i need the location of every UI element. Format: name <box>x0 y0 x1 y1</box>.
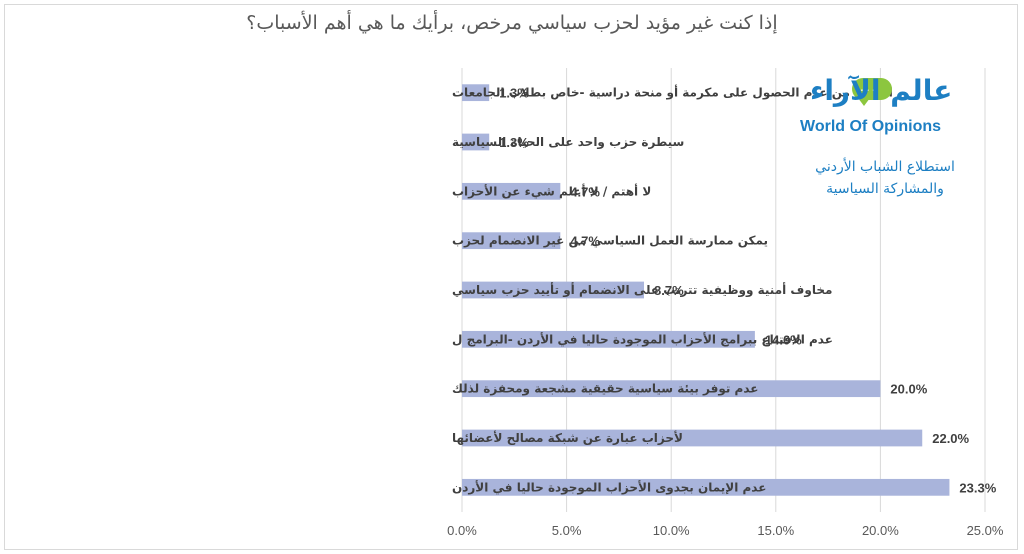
world-of-opinions-logo: ... عالم الآراء World Of Opinions استطلا… <box>790 72 980 212</box>
bar <box>462 133 490 151</box>
bar <box>462 380 881 398</box>
data-label: 4.7% <box>570 184 600 199</box>
category-label: عدم الإيمان بجدوى الأحزاب الموجودة حاليا… <box>452 479 766 495</box>
value-labels: 1.3% 1.3% 4.7% 4.7% 8.7% 14.0% 20.0% 22.0% 23.3% <box>499 86 997 496</box>
x-tick-label: 10.0% <box>653 523 690 538</box>
category-label: عدم توفر بيئة سياسية حقيقية مشجعة ومحفزة… <box>452 382 758 397</box>
logo-english-text: World Of Opinions <box>800 118 942 135</box>
data-label: 23.3% <box>959 480 996 495</box>
bar <box>462 281 645 299</box>
bar <box>462 330 755 348</box>
bar <box>462 182 561 200</box>
category-label: الخوف من عدم الحصول على مكرمة أو منحة در… <box>452 85 893 101</box>
x-tick-label: 20.0% <box>862 523 899 538</box>
bar <box>462 84 490 102</box>
category-label: مخاوف أمنية ووظيفية تترتب على الانضمام أ… <box>452 282 832 298</box>
category-label: لأحزاب عبارة عن شبكة مصالح لأعضائها <box>452 430 683 445</box>
data-label: 1.3% <box>499 135 529 150</box>
x-tick-label: 5.0% <box>552 523 582 538</box>
data-label: 4.7% <box>570 234 600 249</box>
x-axis-ticks: 0.0% 5.0% 10.0% 15.0% 20.0% 25.0% <box>447 523 1004 538</box>
logo-arabic-text: عالم الآراء <box>810 74 953 107</box>
data-label: 22.0% <box>932 431 969 446</box>
bars <box>462 84 950 496</box>
logo-subtitle: استطلاع الشباب الأردني والمشاركة السياسي… <box>815 159 955 197</box>
bar <box>462 429 923 447</box>
bar <box>462 232 561 250</box>
data-label: 8.7% <box>654 283 684 298</box>
bar <box>462 478 950 496</box>
data-label: 14.0% <box>765 332 802 347</box>
x-tick-label: 25.0% <box>967 523 1004 538</box>
category-label: سيطرة حزب واحد على الحياة السياسية <box>452 135 684 150</box>
category-label: يمكن ممارسة العمل السياسي من غير الانضما… <box>452 234 768 249</box>
category-labels: الخوف من عدم الحصول على مكرمة أو منحة در… <box>452 85 893 496</box>
category-label: عدم الاقتناع ببرامج الأحزاب الموجودة حال… <box>452 331 833 347</box>
speech-bubble-icon: ... <box>852 78 892 106</box>
data-label: 20.0% <box>890 382 927 397</box>
x-tick-label: 0.0% <box>447 523 477 538</box>
data-label: 1.3% <box>499 86 529 101</box>
chart-frame <box>4 4 1018 550</box>
x-tick-label: 15.0% <box>757 523 794 538</box>
category-label: لا أهتم / لا أعلم شيء عن الأحزاب <box>452 183 651 198</box>
chart-title: إذا كنت غير مؤيد لحزب سياسي مرخص، برأيك … <box>246 12 778 34</box>
